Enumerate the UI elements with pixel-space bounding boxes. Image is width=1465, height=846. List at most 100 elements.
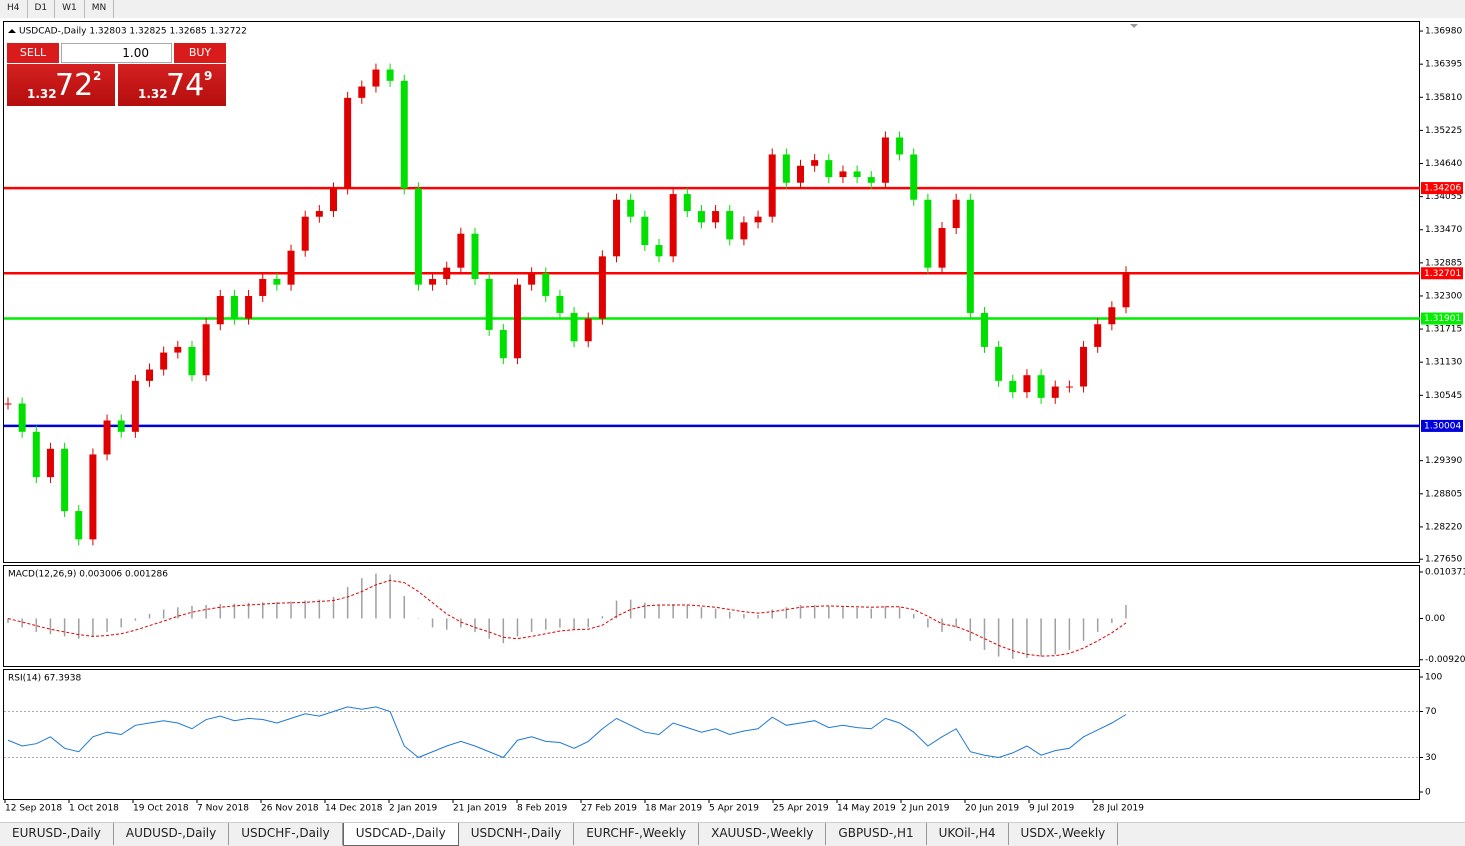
candle	[513, 284, 521, 359]
chart-tab[interactable]: UKOil-,H4	[927, 823, 1009, 845]
x-tick-label: 21 Jan 2019	[453, 804, 507, 814]
candle	[754, 216, 762, 223]
candle	[782, 154, 790, 183]
chart-tabs: EURUSD-,Daily AUDUSD-,Daily USDCHF-,Daily U…	[0, 822, 1465, 846]
macd-bar	[1125, 605, 1127, 619]
x-tick-label: 2 Jan 2019	[389, 804, 437, 814]
macd-bar	[304, 600, 306, 619]
timeframe-button[interactable]: MN	[85, 0, 115, 18]
level-label-box	[1421, 267, 1463, 280]
chart-tab[interactable]: USDCHF-,Daily	[229, 823, 343, 845]
macd-bar	[1111, 618, 1113, 623]
macd-bar	[346, 587, 349, 619]
candle	[839, 171, 847, 178]
macd-bar	[205, 605, 207, 619]
macd-title: MACD(12,26,9) 0.003006 0.001286	[8, 570, 168, 580]
y-tick-label: 0.00	[1425, 614, 1445, 624]
macd-bar	[559, 618, 561, 628]
macd-bar	[445, 618, 448, 630]
buy-button[interactable]: BUY	[174, 43, 226, 63]
candle	[952, 199, 960, 229]
macd-bar	[1026, 618, 1028, 658]
candle	[1108, 307, 1116, 325]
macd-bar	[530, 618, 533, 632]
macd-bar	[700, 607, 703, 619]
candle	[683, 194, 691, 212]
level-label: 1.31901	[1424, 314, 1461, 324]
x-tick-label: 1 Oct 2018	[69, 804, 119, 814]
macd-bar	[177, 607, 179, 619]
sell-button[interactable]: SELL	[7, 43, 59, 63]
y-tick-label: 1.31130	[1425, 358, 1462, 368]
chart-tab[interactable]: AUDUSD-,Daily	[114, 823, 230, 845]
timeframe-button[interactable]: W1	[55, 0, 85, 18]
macd-bar	[332, 596, 335, 619]
candle	[4, 403, 12, 405]
candle	[825, 160, 833, 178]
candle	[1065, 386, 1073, 388]
candle	[146, 369, 154, 381]
candle	[457, 233, 465, 268]
macd-bar	[1054, 618, 1056, 655]
chart-tab[interactable]: GBPUSD-,H1	[826, 823, 927, 845]
macd-bar	[658, 605, 660, 619]
macd-bar	[247, 602, 250, 619]
y-tick-label: 0	[1425, 788, 1431, 798]
macd-bar	[686, 605, 689, 619]
candle	[414, 188, 422, 285]
candle	[528, 273, 536, 285]
timeframe-button[interactable]: D1	[28, 0, 56, 18]
candle	[995, 346, 1003, 381]
candle	[896, 137, 904, 155]
y-tick-label: 70	[1425, 707, 1437, 717]
chart-background	[0, 18, 1465, 822]
candle	[174, 346, 182, 353]
candle	[1122, 272, 1130, 308]
ask-pips: 74	[166, 68, 205, 103]
macd-bar	[771, 609, 773, 619]
candle	[273, 278, 281, 285]
candle	[598, 256, 606, 319]
ask-quote[interactable]: 1.32 74 9	[118, 64, 226, 106]
candle	[556, 295, 564, 313]
chart-tab[interactable]: USDCNH-,Daily	[459, 823, 575, 845]
macd-bar	[134, 618, 137, 621]
macd-bar	[431, 618, 434, 628]
chart-tab[interactable]: USDX-,Weekly	[1009, 823, 1119, 845]
one-click-trading: SELL 1.00 BUY 1.32 72 2 1.32 74 9	[7, 43, 226, 107]
y-tick-label: 1.32885	[1425, 258, 1462, 268]
bid-quote[interactable]: 1.32 72 2	[7, 64, 115, 106]
macd-bar	[1068, 618, 1071, 650]
chart-tab[interactable]: EURCHF-,Weekly	[574, 823, 700, 845]
x-tick-label: 26 Nov 2018	[261, 804, 319, 814]
chart-tab[interactable]: USDCAD-,Daily	[342, 823, 459, 846]
macd-bar	[997, 618, 1000, 657]
candle	[89, 454, 97, 540]
candle	[655, 245, 663, 257]
volume-input[interactable]: 1.00	[61, 43, 172, 63]
y-tick-label: 1.27650	[1425, 555, 1462, 565]
candle	[485, 278, 493, 330]
chart-tab[interactable]: EURUSD-,Daily	[0, 823, 114, 845]
rsi-frame	[3, 669, 1420, 800]
level-label: 1.32701	[1424, 269, 1461, 279]
candle	[924, 199, 932, 268]
macd-bar	[828, 605, 830, 619]
ask-big: 1.32	[138, 87, 168, 101]
candle	[499, 329, 507, 359]
candle	[344, 97, 352, 189]
macd-bar	[375, 573, 377, 619]
x-tick-label: 28 Jul 2019	[1093, 804, 1144, 814]
signal-line	[7, 579, 1127, 657]
macd-bar	[488, 618, 490, 639]
macd-bar	[1040, 618, 1042, 657]
chart-tab[interactable]: XAUUSD-,Weekly	[699, 823, 827, 845]
y-tick-label: 1.33470	[1425, 225, 1462, 235]
candle	[75, 511, 83, 540]
macd-bar	[460, 618, 462, 628]
macd-bar	[615, 600, 618, 619]
candle	[301, 216, 309, 251]
timeframe-button[interactable]: H4	[0, 0, 28, 18]
macd-bar	[629, 599, 632, 619]
macd-bar	[799, 605, 802, 619]
